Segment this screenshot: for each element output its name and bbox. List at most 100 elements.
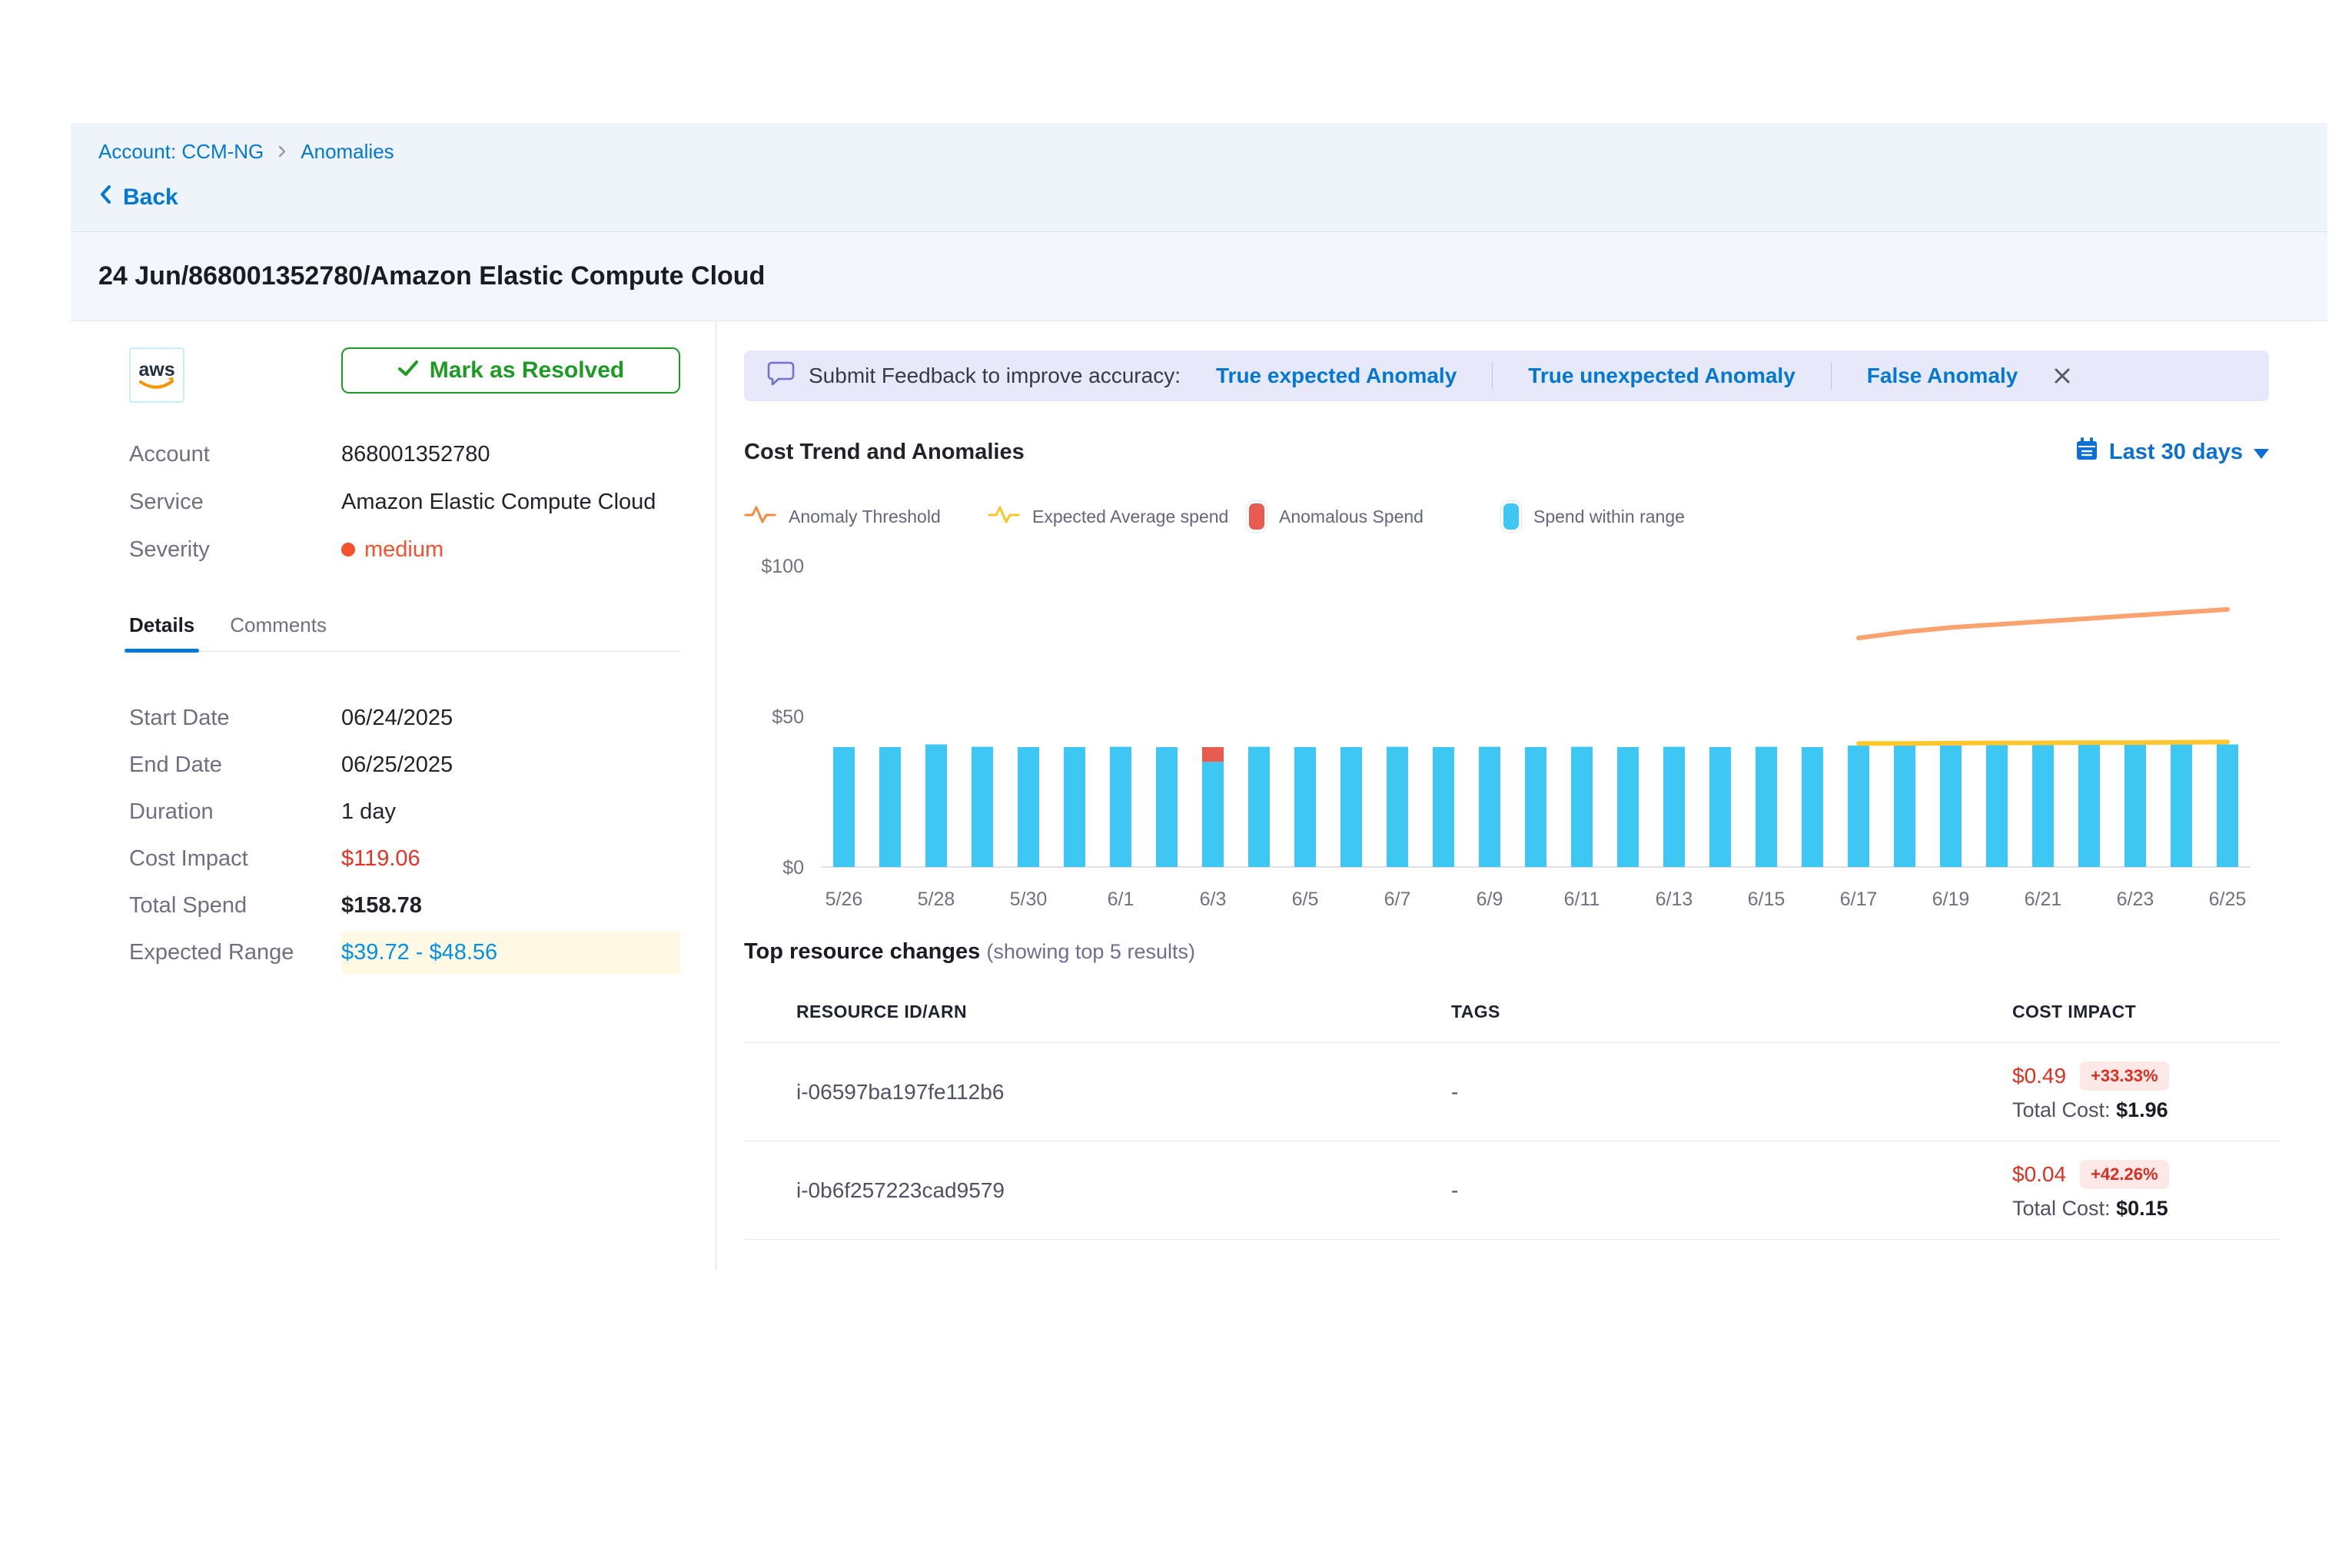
svg-text:6/15: 6/15 [1748,889,1786,910]
feedback-true-unexpected-button[interactable]: True unexpected Anomaly [1528,364,1796,387]
resource-heading-main: Top resource changes [744,939,981,964]
severity-row: Severity medium [129,526,680,573]
service-value: Amazon Elastic Compute Cloud [341,489,656,514]
total-spend-value: $158.78 [341,893,422,918]
svg-text:6/7: 6/7 [1384,889,1411,910]
svg-text:6/25: 6/25 [2209,889,2247,910]
impact-percent-badge: +42.26% [2080,1160,2169,1189]
column-tags: TAGS [1451,1002,1500,1022]
feedback-divider [1492,362,1493,390]
impact-percent-badge: +33.33% [2080,1061,2169,1091]
svg-text:$100: $100 [761,556,804,577]
end-date-row: End Date 06/25/2025 [129,742,680,789]
svg-text:6/3: 6/3 [1200,889,1227,910]
duration-row: Duration 1 day [129,789,680,835]
anomaly-detail-panel: aws Mark as Resolved Account 86800135278… [71,321,716,1271]
total-spend-label: Total Spend [129,893,247,918]
cost-impact-label: Cost Impact [129,846,248,871]
chart-legend: Anomaly Threshold Expected Average spend… [744,500,2280,533]
table-row[interactable]: i-0b6f257223cad9579 - $0.04 +42.26% Tota… [744,1141,2280,1240]
total-cost-label: Total Cost: [2012,1098,2111,1121]
legend-label: Anomalous Spend [1279,506,1423,527]
total-spend-row: Total Spend $158.78 [129,882,680,929]
table-row[interactable]: i-06597ba197fe112b6 - $0.49 +33.33% Tota… [744,1042,2280,1141]
feedback-banner: Submit Feedback to improve accuracy: Tru… [744,350,2269,401]
total-cost-label: Total Cost: [2012,1197,2111,1220]
feedback-true-expected-button[interactable]: True expected Anomaly [1215,364,1457,387]
check-icon [397,357,419,384]
feedback-false-anomaly-button[interactable]: False Anomaly [1866,364,2018,387]
top-resource-changes-heading: Top resource changes (showing top 5 resu… [744,939,2280,965]
svg-text:5/28: 5/28 [918,889,955,910]
service-label: Service [129,489,204,514]
feedback-prompt-text: Submit Feedback to improve accuracy: [809,364,1181,387]
impact-amount: $0.49 [2012,1064,2067,1088]
feedback-divider [1830,362,1832,390]
breadcrumb: Account: CCM-NG Anomalies [98,140,2327,164]
svg-text:5/26: 5/26 [826,889,863,910]
main-content: aws Mark as Resolved Account 86800135278… [71,321,2327,1271]
svg-text:6/13: 6/13 [1656,889,1693,910]
date-range-label: Last 30 days [2108,439,2243,464]
legend-anomalous-spend: Anomalous Spend [1246,500,1501,533]
cyan-swatch-icon [1500,500,1522,533]
legend-spend-within-range: Spend within range [1500,500,2280,533]
duration-label: Duration [129,799,214,824]
svg-text:6/5: 6/5 [1292,889,1319,910]
service-row: Service Amazon Elastic Compute Cloud [129,478,680,526]
feedback-close-icon[interactable] [2053,367,2071,385]
start-date-row: Start Date 06/24/2025 [129,695,680,742]
back-chevron-icon [98,184,112,211]
legend-label: Anomaly Threshold [789,506,941,527]
pulse-line-yellow-icon [988,503,1020,530]
svg-text:6/21: 6/21 [2025,889,2062,910]
aws-logo: aws [129,347,184,403]
cost-impact-row: Cost Impact $119.06 [129,835,680,882]
cost-trend-chart[interactable]: $0 $50 $100 5/26 5/28 5/30 6/1 6/3 6/5 6/7 6/9 6/11… [744,550,2280,913]
svg-text:6/11: 6/11 [1564,889,1600,910]
end-date-value: 06/25/2025 [341,752,453,777]
svg-text:6/1: 6/1 [1108,889,1134,910]
title-bar: 24 Jun/868001352780/Amazon Elastic Compu… [71,232,2327,321]
resource-id: i-0b6f257223cad9579 [796,1178,1005,1202]
breadcrumb-account-link[interactable]: Account: CCM-NG [98,140,264,163]
page-header: Account: CCM-NG Anomalies Back [71,123,2327,232]
start-date-value: 06/24/2025 [341,706,453,730]
cost-chart-svg: $0 $50 $100 5/26 5/28 5/30 6/1 6/3 6/5 6/7 6/9 6/11… [761,556,2251,910]
tab-comments[interactable]: Comments [230,613,327,636]
column-resource-id: RESOURCE ID/ARN [796,1002,967,1022]
mark-as-resolved-button[interactable]: Mark as Resolved [341,347,680,394]
account-row: Account 868001352780 [129,430,680,478]
account-label: Account [129,441,210,467]
legend-label: Expected Average spend [1032,506,1229,527]
table-header: RESOURCE ID/ARN TAGS COST IMPACT [744,988,2280,1042]
chevron-down-icon [2254,448,2269,459]
severity-dot-icon [341,543,355,556]
resolve-button-label: Mark as Resolved [429,357,625,383]
calendar-icon [2075,437,2098,467]
chart-panel: Submit Feedback to improve accuracy: Tru… [716,321,2327,1271]
column-cost-impact: COST IMPACT [2012,1002,2137,1022]
resource-heading-sub: (showing top 5 results) [986,940,1195,963]
severity-value: medium [364,537,444,562]
breadcrumb-chevron-icon [276,140,288,164]
severity-badge: medium [341,537,680,563]
chart-title: Cost Trend and Anomalies [744,439,1025,464]
expected-range-row: Expected Range $39.72 - $48.56 [129,929,680,976]
impact-amount: $0.04 [2012,1162,2067,1186]
svg-text:5/30: 5/30 [1010,889,1048,910]
expected-range-value: $39.72 - $48.56 [341,940,498,965]
chat-bubble-icon [767,360,795,392]
svg-text:6/19: 6/19 [1932,889,1970,910]
resource-cost-impact: $0.04 +42.26% Total Cost: $0.15 [2012,1160,2280,1221]
back-label: Back [123,184,178,210]
resource-tags: - [1451,1178,1459,1202]
tab-details[interactable]: Details [124,613,200,653]
account-value: 868001352780 [341,441,490,467]
svg-text:6/9: 6/9 [1477,889,1503,910]
back-button[interactable]: Back [98,184,2327,211]
breadcrumb-anomalies-link[interactable]: Anomalies [301,140,394,163]
svg-text:aws: aws [138,359,174,380]
date-range-selector[interactable]: Last 30 days [2075,437,2269,467]
feedback-prompt: Submit Feedback to improve accuracy: [767,360,1181,392]
